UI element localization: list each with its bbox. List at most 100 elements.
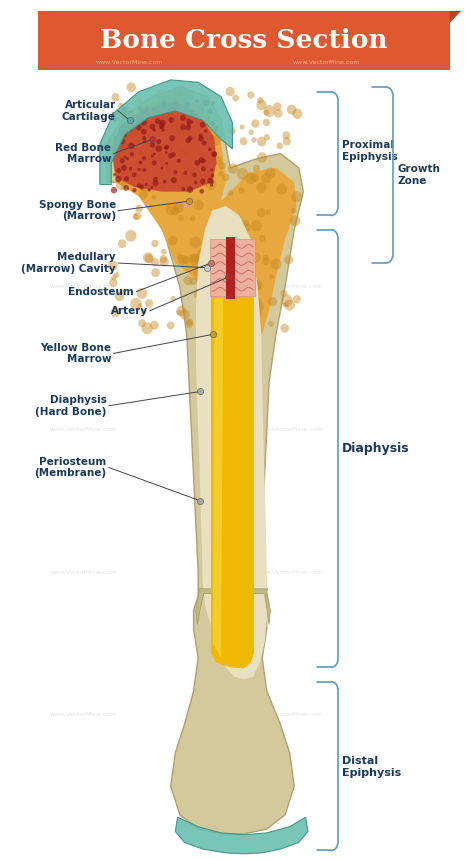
Circle shape: [161, 102, 165, 107]
Circle shape: [133, 213, 139, 220]
Circle shape: [129, 167, 132, 170]
Circle shape: [268, 297, 277, 307]
Circle shape: [234, 300, 243, 308]
Circle shape: [124, 176, 129, 181]
Circle shape: [205, 179, 216, 190]
Circle shape: [211, 181, 214, 184]
Circle shape: [231, 221, 242, 232]
Circle shape: [159, 257, 169, 266]
Circle shape: [128, 143, 135, 149]
Circle shape: [281, 324, 289, 332]
Circle shape: [135, 99, 143, 107]
Circle shape: [176, 306, 186, 316]
Circle shape: [250, 302, 261, 314]
Circle shape: [269, 274, 274, 279]
Circle shape: [168, 153, 173, 159]
Circle shape: [215, 297, 220, 302]
Circle shape: [219, 210, 224, 215]
Circle shape: [190, 120, 193, 124]
Circle shape: [168, 149, 173, 153]
Circle shape: [159, 166, 169, 176]
Circle shape: [183, 276, 192, 285]
Circle shape: [251, 220, 262, 231]
Circle shape: [110, 307, 120, 317]
Circle shape: [125, 230, 137, 241]
Circle shape: [251, 253, 261, 263]
Polygon shape: [226, 237, 235, 299]
Circle shape: [236, 296, 242, 303]
Circle shape: [147, 188, 151, 192]
Circle shape: [292, 192, 302, 203]
Circle shape: [216, 244, 225, 253]
Circle shape: [164, 145, 169, 149]
Circle shape: [237, 168, 248, 180]
Circle shape: [137, 168, 141, 171]
Circle shape: [121, 130, 127, 136]
Circle shape: [184, 130, 191, 136]
Circle shape: [111, 112, 117, 117]
Circle shape: [259, 235, 265, 242]
Circle shape: [210, 168, 213, 171]
Circle shape: [121, 165, 127, 171]
Circle shape: [244, 279, 254, 289]
Circle shape: [116, 179, 126, 190]
Circle shape: [150, 320, 159, 330]
Text: Articular
Cartilage: Articular Cartilage: [62, 100, 116, 122]
Text: Diaphysis: Diaphysis: [342, 442, 410, 455]
Circle shape: [178, 255, 187, 265]
Circle shape: [121, 185, 127, 190]
Circle shape: [152, 161, 156, 166]
Circle shape: [162, 101, 166, 105]
Circle shape: [156, 139, 162, 144]
Text: www.VectorMine.com: www.VectorMine.com: [96, 60, 163, 64]
Circle shape: [192, 173, 197, 178]
Circle shape: [139, 185, 144, 190]
Circle shape: [137, 183, 143, 189]
Circle shape: [199, 98, 208, 107]
Circle shape: [208, 108, 213, 114]
Circle shape: [141, 129, 147, 135]
Polygon shape: [111, 101, 217, 192]
Circle shape: [179, 149, 187, 158]
Circle shape: [180, 115, 186, 121]
Circle shape: [123, 134, 127, 137]
Circle shape: [204, 129, 208, 133]
Circle shape: [218, 171, 223, 176]
Circle shape: [208, 148, 211, 151]
Circle shape: [196, 274, 205, 283]
Circle shape: [137, 288, 147, 299]
Circle shape: [164, 145, 168, 149]
Circle shape: [283, 302, 289, 308]
Circle shape: [138, 161, 142, 164]
Circle shape: [161, 248, 167, 255]
Circle shape: [167, 95, 174, 102]
Circle shape: [207, 116, 210, 119]
Circle shape: [205, 133, 212, 140]
Circle shape: [155, 118, 161, 125]
Text: Artery: Artery: [111, 306, 148, 315]
Circle shape: [263, 254, 269, 260]
Text: www.VectorMine.com: www.VectorMine.com: [256, 712, 323, 717]
Circle shape: [171, 152, 176, 157]
Circle shape: [242, 220, 249, 227]
Circle shape: [189, 253, 200, 265]
Circle shape: [150, 142, 155, 148]
Circle shape: [228, 251, 239, 261]
Circle shape: [137, 107, 142, 111]
Circle shape: [251, 137, 257, 143]
Circle shape: [246, 173, 256, 184]
Circle shape: [177, 85, 187, 95]
Circle shape: [186, 319, 193, 326]
Polygon shape: [196, 206, 268, 679]
Circle shape: [282, 131, 290, 139]
Circle shape: [141, 109, 145, 113]
Circle shape: [239, 234, 248, 243]
Circle shape: [137, 149, 143, 155]
Circle shape: [228, 190, 233, 196]
Circle shape: [114, 136, 117, 140]
Circle shape: [171, 121, 179, 130]
Circle shape: [126, 107, 133, 115]
Circle shape: [157, 100, 164, 106]
Circle shape: [213, 155, 222, 166]
Circle shape: [256, 100, 266, 110]
